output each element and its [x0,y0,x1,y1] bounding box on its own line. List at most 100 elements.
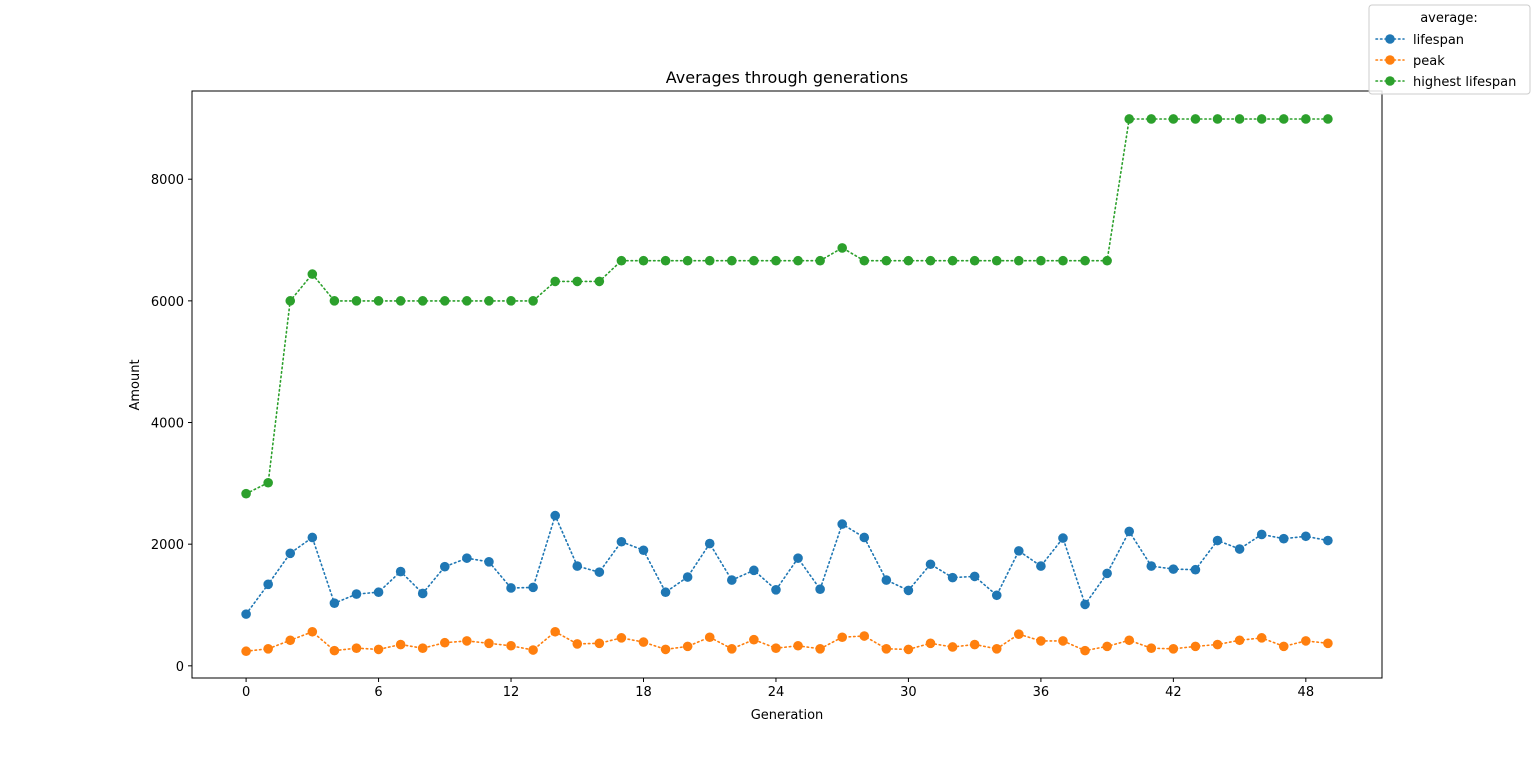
data-point-peak [704,632,715,643]
data-point-highest-lifespan [727,255,737,266]
data-point-highest-lifespan [969,255,980,266]
data-point-highest-lifespan [550,276,560,287]
data-point-peak [660,644,671,655]
series-highest-lifespan [241,114,1333,499]
data-point-lifespan [1168,564,1179,574]
data-point-highest-lifespan [1168,114,1179,124]
data-point-peak [572,639,583,649]
data-point-lifespan [307,532,318,543]
data-point-peak [594,638,605,649]
data-point-lifespan [484,557,494,567]
data-point-lifespan [373,587,384,598]
data-point-highest-lifespan [947,255,958,266]
data-point-lifespan [616,536,627,547]
data-point-lifespan [704,538,715,549]
y-tick-label: 2000 [151,538,184,553]
data-point-highest-lifespan [572,276,583,287]
legend-label: lifespan [1413,33,1464,48]
data-point-highest-lifespan [991,255,1002,266]
data-point-lifespan [903,585,914,596]
data-point-highest-lifespan [1190,114,1201,124]
data-point-highest-lifespan [263,477,273,488]
data-point-peak [506,640,516,651]
data-point-peak [1301,636,1311,646]
data-point-highest-lifespan [241,488,251,499]
data-point-highest-lifespan [793,255,803,266]
data-point-lifespan [1212,535,1223,546]
data-point-highest-lifespan [373,296,384,306]
data-point-highest-lifespan [1212,114,1223,124]
data-point-lifespan [815,584,825,594]
data-point-peak [1234,635,1245,646]
y-tick-label: 6000 [151,295,184,310]
axes-layer: 0 6 12 18 24 30 36 42 48 0 2000 4000 6000 8000 [151,90,1383,700]
x-axis-label: Generation [751,708,824,723]
data-point-lifespan [462,553,472,563]
data-point-lifespan [528,582,538,593]
data-point-peak [1168,644,1179,654]
data-point-peak [925,638,936,649]
y-tick-label: 8000 [151,173,184,188]
legend-frame [1368,4,1531,95]
data-point-highest-lifespan [307,269,318,279]
data-point-peak [484,638,494,649]
series-peak [241,626,1333,657]
x-tick-label: 42 [1165,685,1182,700]
data-point-highest-lifespan [925,255,936,266]
data-point-highest-lifespan [1036,255,1046,266]
data-point-peak [727,644,737,654]
series-line-peak [245,630,1329,653]
data-point-highest-lifespan [1278,114,1289,124]
data-point-lifespan [1256,529,1267,540]
data-point-lifespan [439,561,450,572]
data-point-peak [1146,643,1157,653]
legend-swatch-marker [1385,34,1395,44]
series-lifespan [241,510,1333,619]
data-point-highest-lifespan [528,296,538,306]
data-point-peak [1036,636,1046,646]
data-point-highest-lifespan [1146,114,1157,124]
data-point-peak [903,644,914,655]
data-point-lifespan [771,584,781,595]
data-point-highest-lifespan [351,296,362,306]
data-point-peak [550,626,560,637]
data-point-peak [881,644,892,654]
data-point-highest-lifespan [395,296,406,306]
data-point-highest-lifespan [285,296,296,306]
data-point-peak [1323,638,1333,649]
data-point-peak [1058,636,1068,646]
data-point-lifespan [1058,533,1068,543]
data-point-lifespan [638,545,649,556]
data-point-peak [439,637,450,648]
legend-title: average: [1420,11,1478,26]
legend-item-lifespan: lifespan [1375,33,1464,48]
data-point-peak [1102,641,1112,652]
data-point-lifespan [969,571,980,582]
data-point-lifespan [991,590,1002,601]
x-tick-label: 30 [900,685,917,700]
series-layer [241,114,1333,657]
data-point-highest-lifespan [660,255,671,266]
legend-swatch-marker [1385,76,1395,86]
data-point-highest-lifespan [771,255,781,266]
legend-label: highest lifespan [1413,75,1516,90]
data-point-highest-lifespan [1014,255,1024,266]
data-point-peak [417,643,428,653]
data-point-peak [969,639,980,650]
data-point-peak [285,635,296,646]
data-point-lifespan [395,566,406,577]
x-tick-label: 48 [1298,685,1315,700]
plot-frame [191,90,1383,679]
data-point-peak [638,637,649,647]
data-point-highest-lifespan [638,255,649,266]
data-point-highest-lifespan [329,296,340,306]
data-point-highest-lifespan [1323,114,1333,124]
data-point-lifespan [241,609,251,619]
data-point-lifespan [682,572,693,582]
data-point-lifespan [881,575,892,585]
data-point-lifespan [749,565,759,576]
data-point-peak [1278,641,1289,652]
data-point-peak [528,645,538,655]
